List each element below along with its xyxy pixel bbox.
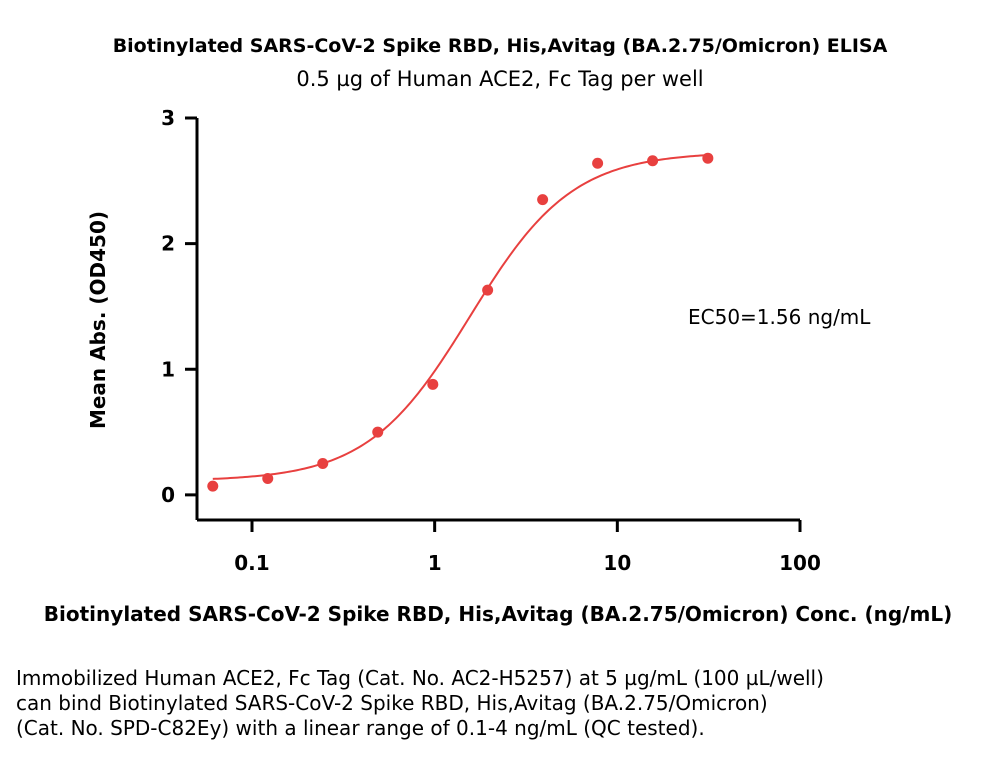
caption-line-2: can bind Biotinylated SARS-CoV-2 Spike R… (16, 691, 768, 715)
fit-curve (212, 154, 708, 480)
axes (185, 116, 802, 532)
data-point (372, 426, 384, 438)
data-point (262, 473, 274, 485)
caption: Immobilized Human ACE2, Fc Tag (Cat. No.… (16, 666, 986, 741)
data-point (537, 194, 549, 206)
chart-title: Biotinylated SARS-CoV-2 Spike RBD, His,A… (113, 35, 888, 57)
y-tick-label: 0 (161, 483, 175, 507)
x-tick-label: 1 (428, 551, 442, 575)
x-axis-label: Biotinylated SARS-CoV-2 Spike RBD, His,A… (44, 602, 952, 626)
data-point (592, 157, 604, 169)
x-tick-label: 100 (779, 551, 821, 575)
y-tick-label: 1 (161, 357, 175, 381)
y-tick-label: 3 (161, 106, 175, 130)
y-axis-label: Mean Abs. (OD450) (86, 211, 110, 429)
data-point (702, 152, 714, 164)
chart-subtitle: 0.5 µg of Human ACE2, Fc Tag per well (296, 67, 703, 91)
fit-curve-group (212, 154, 708, 480)
data-point (207, 480, 219, 492)
ec50-annotation: EC50=1.56 ng/mL (688, 305, 871, 329)
data-point (317, 457, 329, 469)
caption-line-1: Immobilized Human ACE2, Fc Tag (Cat. No.… (16, 666, 824, 690)
x-tick-label: 10 (603, 551, 631, 575)
y-tick-label: 2 (161, 232, 175, 256)
data-point (647, 155, 659, 167)
data-points (207, 152, 714, 492)
axis-text: 0 1 2 3 0.1 1 10 100 (161, 106, 821, 575)
x-tick-label: 0.1 (234, 551, 269, 575)
data-point (427, 378, 439, 390)
data-point (482, 284, 494, 296)
caption-line-3: (Cat. No. SPD-C82Ey) with a linear range… (16, 716, 705, 740)
